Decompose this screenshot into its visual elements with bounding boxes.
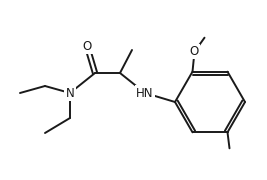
Text: O: O [83, 39, 92, 53]
Text: N: N [66, 87, 74, 100]
Text: O: O [190, 45, 199, 58]
Text: HN: HN [136, 87, 154, 100]
